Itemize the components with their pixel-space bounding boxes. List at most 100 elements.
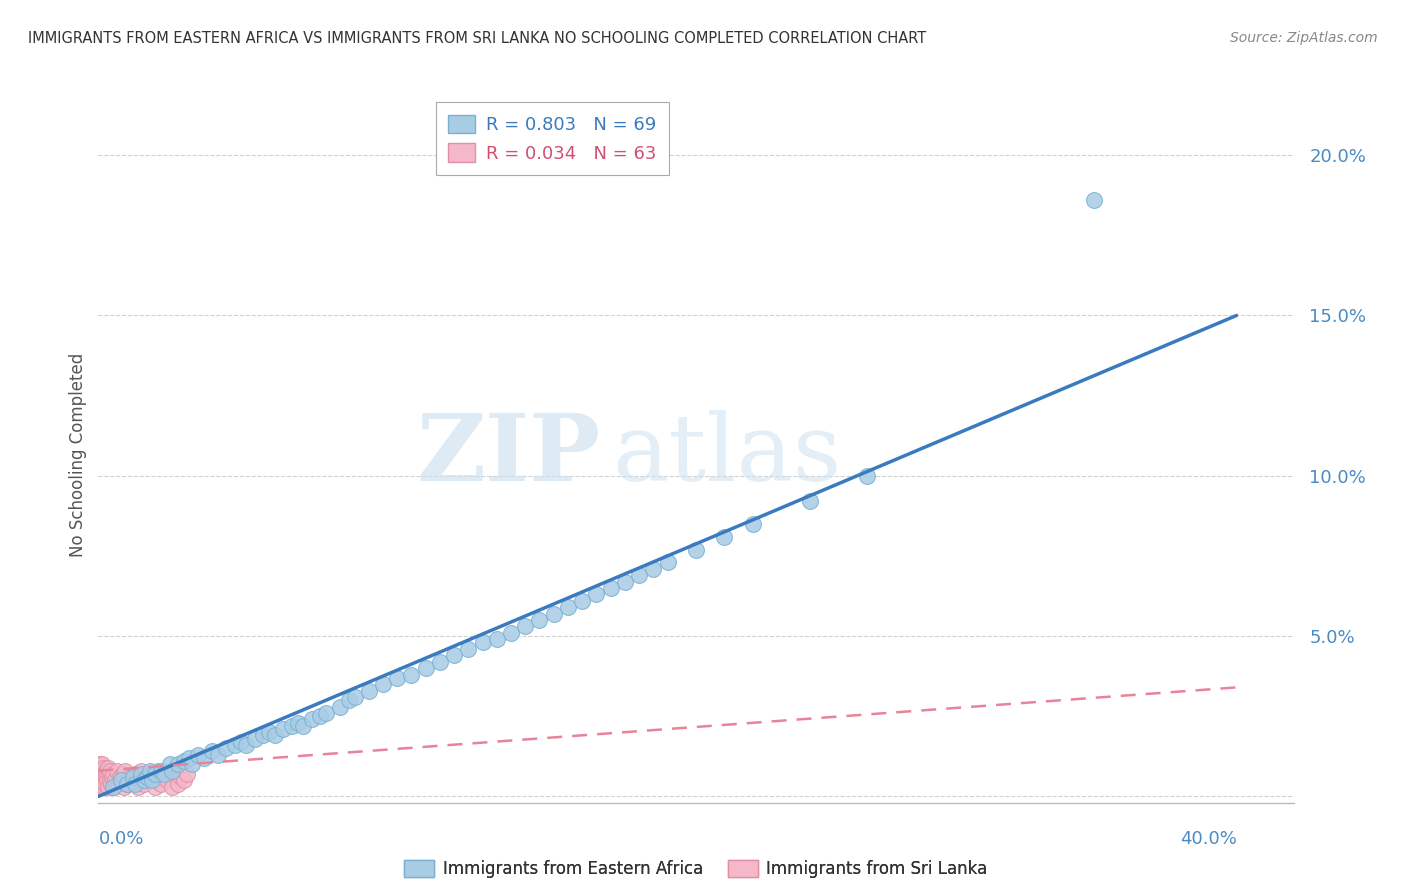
Point [173, 754, 195, 768]
Point [148, 764, 170, 778]
Point [357, 683, 380, 698]
Point [415, 661, 437, 675]
Point [167, 757, 190, 772]
Point [337, 693, 360, 707]
Point [181, 757, 204, 772]
Point [401, 667, 423, 681]
Point [98, 773, 121, 788]
Point [252, 729, 274, 743]
Point [457, 641, 479, 656]
Point [89, 757, 111, 772]
Point [94, 770, 117, 784]
Point [90, 767, 112, 781]
Point [315, 706, 337, 720]
Point [193, 751, 215, 765]
Point [101, 767, 124, 781]
Point [156, 773, 179, 788]
Point [89, 776, 111, 790]
Point [229, 735, 252, 749]
Point [114, 764, 136, 778]
Point [343, 690, 366, 704]
Point [90, 780, 112, 794]
Point [287, 715, 309, 730]
Point [141, 773, 163, 788]
Point [103, 780, 125, 794]
Point [557, 600, 579, 615]
Point [132, 773, 155, 788]
Point [129, 767, 152, 781]
Text: 0.0%: 0.0% [98, 830, 143, 847]
Point [443, 648, 465, 663]
Point [94, 776, 117, 790]
Point [150, 776, 173, 790]
Point [93, 767, 115, 781]
Text: atlas: atlas [612, 410, 842, 500]
Point [329, 699, 352, 714]
Point [471, 635, 494, 649]
Point [118, 770, 141, 784]
Point [135, 770, 157, 784]
Point [613, 574, 636, 589]
Text: ZIP: ZIP [416, 410, 600, 500]
Point [165, 764, 187, 778]
Point [94, 764, 117, 778]
Point [91, 767, 114, 781]
Point [385, 671, 409, 685]
Point [100, 776, 122, 790]
Point [235, 738, 257, 752]
Point [215, 741, 238, 756]
Point [110, 773, 132, 788]
Point [176, 767, 198, 781]
Point [121, 773, 143, 788]
Point [207, 747, 229, 762]
Point [138, 764, 160, 778]
Point [91, 764, 114, 778]
Point [159, 767, 181, 781]
Point [127, 780, 149, 794]
Point [685, 542, 707, 557]
Point [170, 770, 193, 784]
Point [143, 780, 166, 794]
Point [104, 773, 127, 788]
Point [571, 594, 593, 608]
Point [485, 632, 508, 647]
Point [371, 677, 394, 691]
Point [173, 773, 195, 788]
Point [224, 738, 246, 752]
Point [105, 764, 128, 778]
Point [529, 613, 551, 627]
Point [153, 770, 176, 784]
Point [1083, 193, 1105, 207]
Point [187, 747, 209, 762]
Point [93, 760, 115, 774]
Point [98, 767, 121, 781]
Point [111, 767, 134, 781]
Point [89, 764, 111, 778]
Point [90, 760, 112, 774]
Point [129, 764, 152, 778]
Point [90, 773, 112, 788]
Text: Source: ZipAtlas.com: Source: ZipAtlas.com [1230, 31, 1378, 45]
Point [98, 764, 122, 778]
Point [657, 555, 679, 569]
Point [112, 780, 135, 794]
Point [543, 607, 565, 621]
Point [143, 767, 166, 781]
Point [257, 725, 280, 739]
Point [162, 764, 184, 778]
Point [141, 767, 163, 781]
Point [201, 744, 224, 758]
Point [96, 760, 118, 774]
Point [115, 776, 138, 790]
Point [741, 516, 763, 531]
Point [121, 770, 143, 784]
Point [515, 619, 537, 633]
Text: IMMIGRANTS FROM EASTERN AFRICA VS IMMIGRANTS FROM SRI LANKA NO SCHOOLING COMPLET: IMMIGRANTS FROM EASTERN AFRICA VS IMMIGR… [28, 31, 927, 46]
Legend: Immigrants from Eastern Africa, Immigrants from Sri Lanka: Immigrants from Eastern Africa, Immigran… [398, 854, 994, 885]
Point [89, 780, 111, 794]
Point [138, 773, 160, 788]
Point [429, 655, 451, 669]
Point [97, 780, 120, 794]
Point [124, 767, 146, 781]
Point [135, 770, 157, 784]
